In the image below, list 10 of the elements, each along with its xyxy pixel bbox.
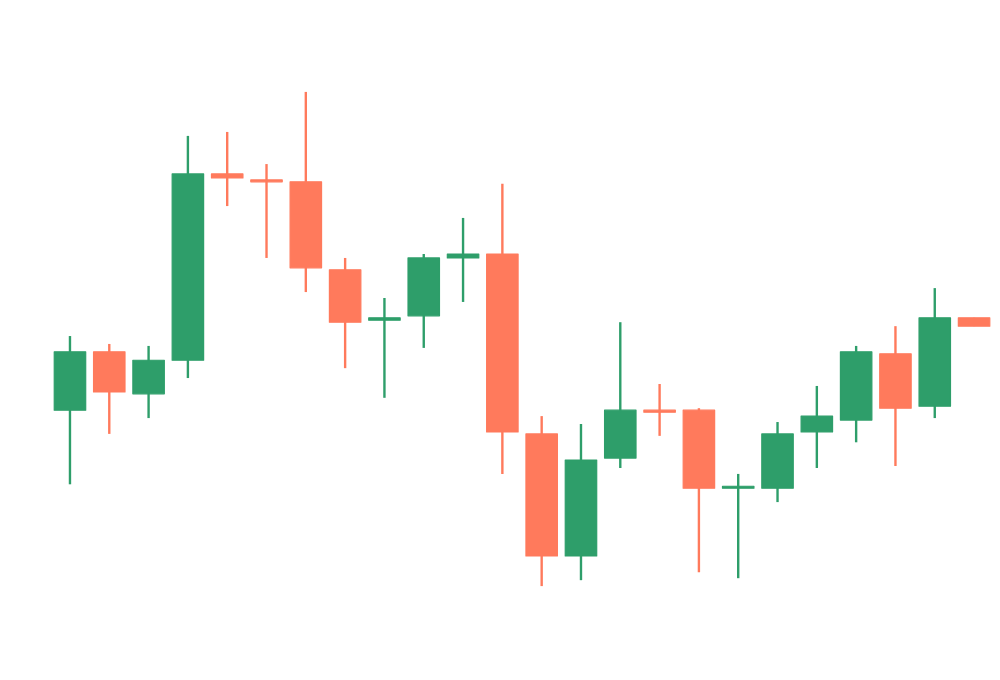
candlestick bbox=[446, 216, 480, 304]
candlestick bbox=[210, 130, 244, 208]
candlestick bbox=[800, 384, 834, 470]
candlestick bbox=[603, 321, 637, 470]
candlestick bbox=[92, 342, 126, 436]
candlestick bbox=[132, 344, 165, 420]
candlestick bbox=[250, 162, 283, 260]
candlestick bbox=[368, 296, 401, 400]
candlestick bbox=[643, 382, 676, 438]
candlestick bbox=[721, 472, 755, 580]
